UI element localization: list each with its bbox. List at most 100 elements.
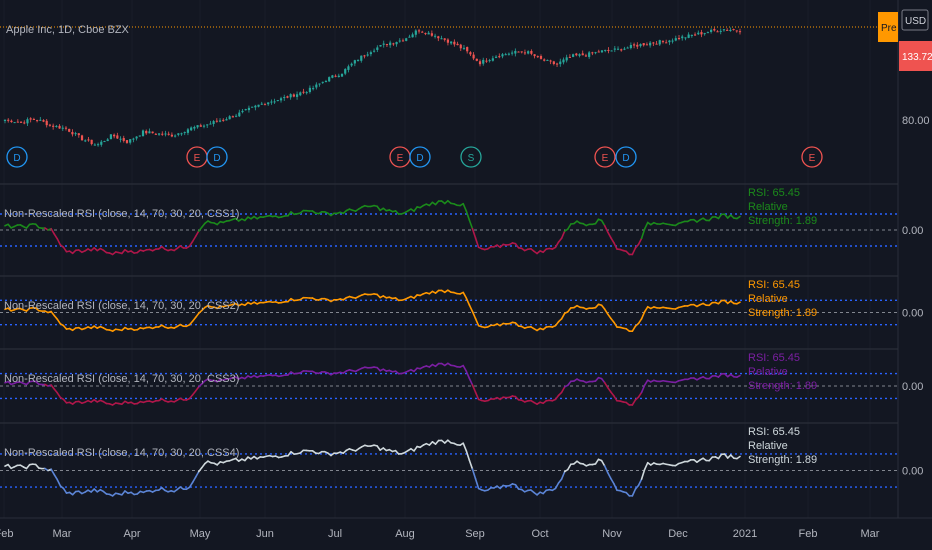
candle-body — [302, 91, 305, 93]
candle-body — [19, 121, 23, 123]
rsi-segment — [514, 483, 520, 490]
candle-body — [572, 54, 575, 57]
rsi-pane-title[interactable]: Non-Rescaled RSI (close, 14, 70, 30, 20,… — [4, 373, 239, 385]
event-letter: E — [602, 153, 609, 164]
candle-body — [138, 135, 141, 137]
candle-body — [681, 36, 684, 39]
price-scale[interactable]: Pre USD 133.72 80.00 0.00 0.00 0.00 0.00 — [878, 0, 932, 518]
candle-body — [295, 94, 299, 97]
event-marker-dividend[interactable]: D — [615, 146, 637, 168]
candle-body — [424, 33, 427, 35]
candle-body — [286, 96, 289, 98]
event-marker-earnings[interactable]: E — [186, 146, 208, 168]
event-marker-earnings[interactable]: E — [389, 146, 411, 168]
candle-body — [45, 120, 48, 126]
relative-label: Relative — [748, 440, 788, 452]
candle-body — [161, 133, 164, 135]
rsi-segment — [606, 386, 612, 393]
currency-button[interactable] — [901, 9, 929, 31]
candle-body — [552, 61, 555, 64]
time-axis[interactable]: Feb Mar Apr May Jun Jul Aug Sep Oct Nov Dec 2021 Feb… — [0, 517, 932, 550]
event-marker-dividend[interactable]: D — [206, 146, 228, 168]
candle-body — [665, 42, 668, 44]
candle-body — [427, 32, 430, 35]
event-letter: E — [809, 153, 816, 164]
candle-body — [215, 120, 218, 122]
event-marker-split[interactable]: S — [460, 146, 482, 168]
event-marker-earnings[interactable]: E — [594, 146, 616, 168]
rsi-segment — [643, 461, 649, 471]
candle-body — [392, 43, 395, 45]
rsi-segment — [606, 313, 612, 320]
rsi-segment — [600, 219, 606, 227]
candle-body — [575, 53, 578, 56]
candle-body — [77, 133, 80, 136]
rsi-segment — [554, 241, 560, 249]
candle-body — [16, 121, 19, 123]
rsi-segment — [637, 391, 643, 398]
candle-body — [276, 100, 279, 102]
candle-body — [305, 92, 308, 94]
candle-body — [321, 81, 324, 83]
symbol-title[interactable]: Apple Inc, 1D, Cboe BZX — [6, 24, 130, 36]
candle-body — [218, 120, 222, 122]
candle-body — [613, 48, 616, 50]
candle-body — [132, 138, 135, 140]
rsi-segment — [468, 219, 474, 230]
candle-body — [597, 51, 600, 53]
candle-body — [209, 123, 212, 125]
time-tick-feb: Feb — [799, 528, 818, 540]
candle-body — [135, 136, 138, 139]
rsi-segment — [643, 379, 649, 386]
rsi-segment — [474, 391, 480, 401]
candle-body — [292, 94, 295, 97]
candle-body — [84, 140, 87, 142]
candle-body — [238, 112, 241, 117]
pre-market-badge[interactable] — [878, 12, 898, 42]
candle-body — [26, 119, 29, 124]
candle-body — [251, 106, 254, 108]
rsi-segment — [197, 226, 203, 232]
candle-body — [212, 121, 215, 124]
candle-body — [10, 120, 13, 123]
rsi-segment — [554, 482, 560, 490]
rsi-segment — [462, 291, 468, 299]
rsi-segment — [640, 468, 646, 480]
candlestick-series — [3, 27, 742, 147]
candle-body — [106, 139, 109, 142]
candle-body — [328, 77, 331, 82]
rsi-segment — [631, 247, 637, 256]
candle-body — [421, 31, 424, 33]
rsi-segment — [637, 478, 643, 487]
candle-body — [74, 133, 77, 135]
event-marker-dividend[interactable]: D — [409, 146, 431, 168]
rsi-segment — [465, 210, 471, 221]
rsi-segment — [600, 459, 606, 467]
price-tick-label: 80.00 — [902, 115, 930, 127]
rsi-segment — [468, 304, 474, 313]
rsi-segment — [717, 213, 723, 220]
candle-body — [331, 75, 334, 78]
rsi-segment — [557, 478, 563, 484]
candle-body — [196, 125, 199, 128]
candle-body — [642, 43, 645, 46]
candle-body — [234, 115, 238, 117]
candle-body — [193, 126, 196, 129]
candle-body — [318, 83, 321, 85]
candle-body — [119, 138, 122, 140]
event-marker-dividend[interactable]: D — [6, 146, 28, 168]
rsi-segment — [465, 450, 471, 462]
rsi-pane-title[interactable]: Non-Rescaled RSI (close, 14, 70, 30, 20,… — [4, 300, 239, 312]
price-pane: D E D E D S E D E Apple Inc, 1D, Cboe BZX — [0, 0, 898, 518]
candle-body — [125, 140, 129, 143]
candle-body — [607, 49, 610, 51]
candle-body — [183, 132, 186, 134]
rsi-pane-title[interactable]: Non-Rescaled RSI (close, 14, 70, 30, 20,… — [4, 208, 239, 220]
candle-body — [565, 57, 568, 61]
event-marker-earnings[interactable]: E — [801, 146, 823, 168]
rsi-pane-title[interactable]: Non-Rescaled RSI (close, 14, 70, 30, 20,… — [4, 447, 239, 459]
candle-body — [514, 50, 517, 54]
rsi-segment — [50, 468, 56, 476]
candle-body — [658, 40, 661, 45]
rsi-segment — [287, 211, 292, 217]
